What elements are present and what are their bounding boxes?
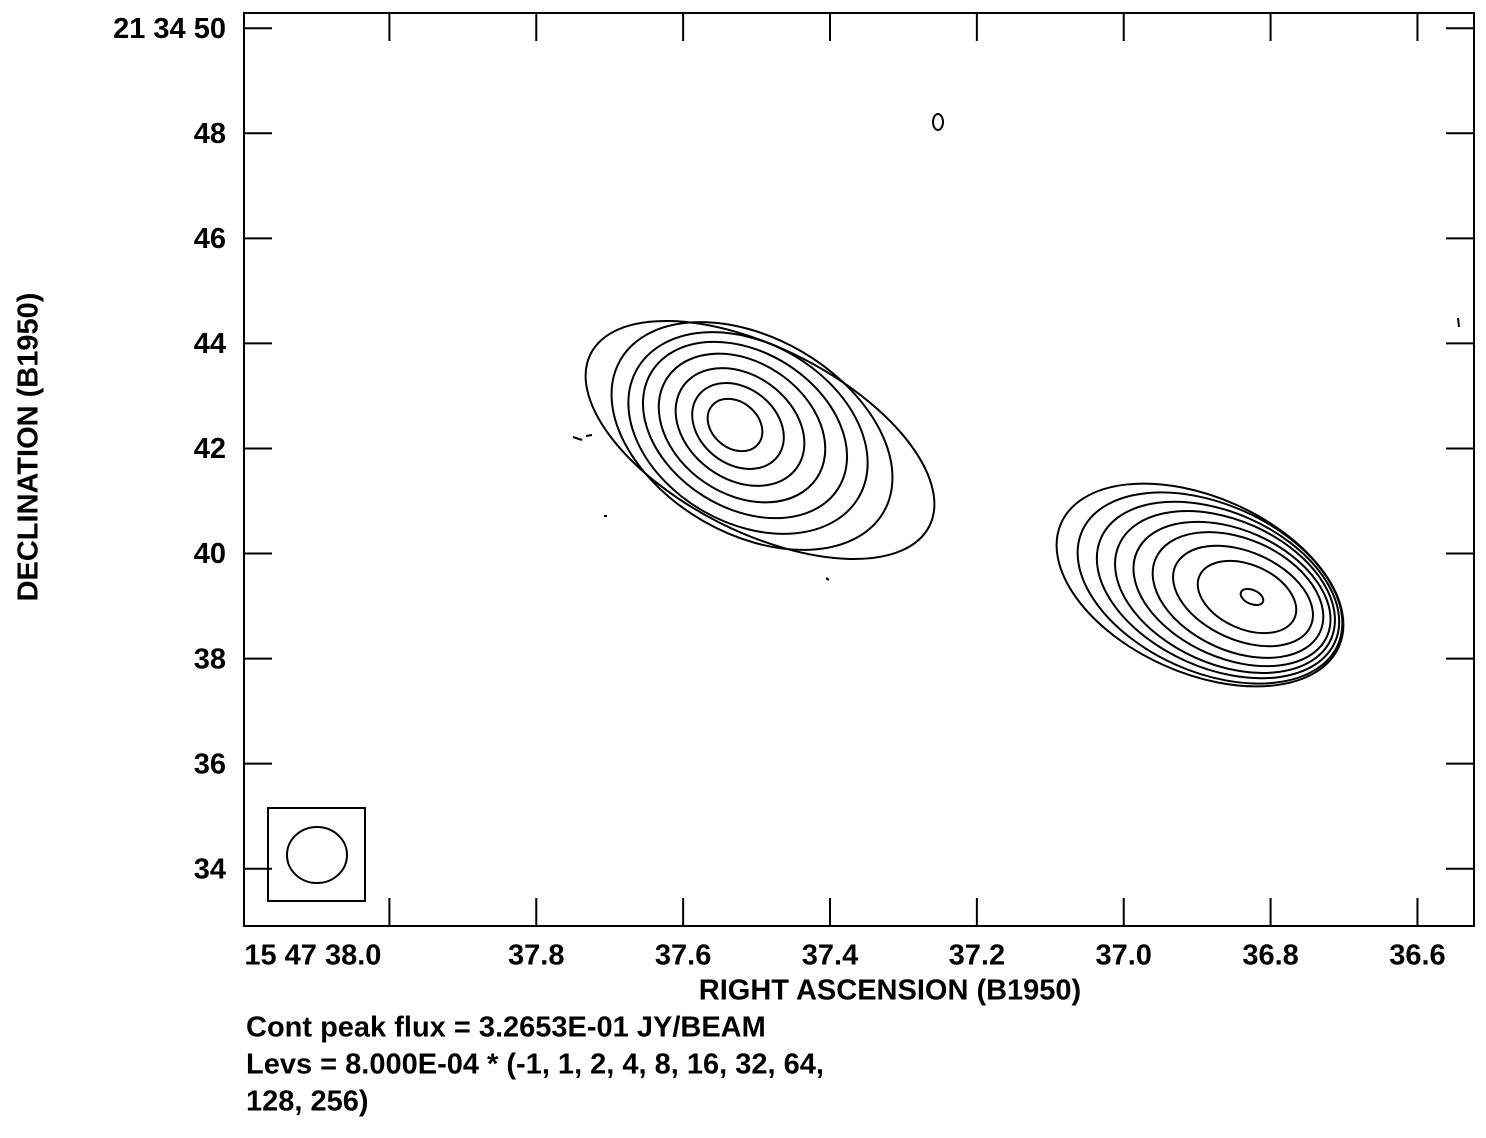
- contour: [674, 367, 806, 487]
- contour: [1151, 531, 1325, 659]
- x-tick-label: 37.8: [508, 940, 564, 972]
- contour: [1114, 510, 1336, 674]
- y-tick-label: 21 34 50: [113, 13, 226, 45]
- x-axis-label: RIGHT ASCENSION (B1950): [699, 975, 1081, 1007]
- x-tick-label: 37.0: [1095, 940, 1151, 972]
- contour: [1055, 482, 1345, 688]
- contour: [1172, 544, 1314, 648]
- x-tick-label: 36.6: [1389, 940, 1445, 972]
- x-tick-label: 37.4: [802, 940, 858, 972]
- y-tick-label: 36: [194, 748, 226, 780]
- contour: [584, 320, 936, 560]
- y-tick-label: 40: [194, 538, 226, 570]
- y-axis-label: DECLINATION (B1950): [13, 293, 45, 602]
- y-tick-label: 48: [194, 118, 226, 150]
- contour: [1095, 500, 1341, 680]
- y-tick-label: 44: [194, 328, 226, 360]
- contour: [1239, 587, 1265, 607]
- x-tick-label: 37.2: [949, 940, 1005, 972]
- y-tick-label: 46: [194, 223, 226, 255]
- contour: [1196, 559, 1298, 635]
- annotation: Levs = 8.000E-04 * (-1, 1, 2, 4, 8, 16, …: [246, 1049, 824, 1081]
- y-tick-label: 42: [194, 433, 226, 465]
- contour: [1076, 491, 1344, 685]
- plot-frame: [243, 12, 1475, 927]
- beam: [286, 826, 348, 884]
- contour: [610, 321, 894, 551]
- x-tick-label: 15 47 38.0: [244, 940, 381, 972]
- contour: [1457, 317, 1460, 328]
- annotation: 128, 256): [246, 1086, 369, 1118]
- annotation: Cont peak flux = 3.2653E-01 JY/BEAM: [246, 1012, 766, 1044]
- y-tick-label: 38: [194, 643, 226, 675]
- contour: [657, 352, 827, 504]
- contour: [572, 434, 593, 441]
- contour: [932, 113, 944, 131]
- x-tick-label: 37.6: [655, 940, 711, 972]
- contour: [627, 331, 869, 535]
- contour: [825, 577, 830, 581]
- contour: [691, 382, 785, 470]
- contour: [641, 340, 849, 520]
- beam-box: [267, 807, 366, 902]
- y-tick-label: 34: [194, 853, 226, 885]
- contour: [1132, 520, 1332, 668]
- contour: [706, 397, 764, 453]
- x-tick-label: 36.8: [1242, 940, 1298, 972]
